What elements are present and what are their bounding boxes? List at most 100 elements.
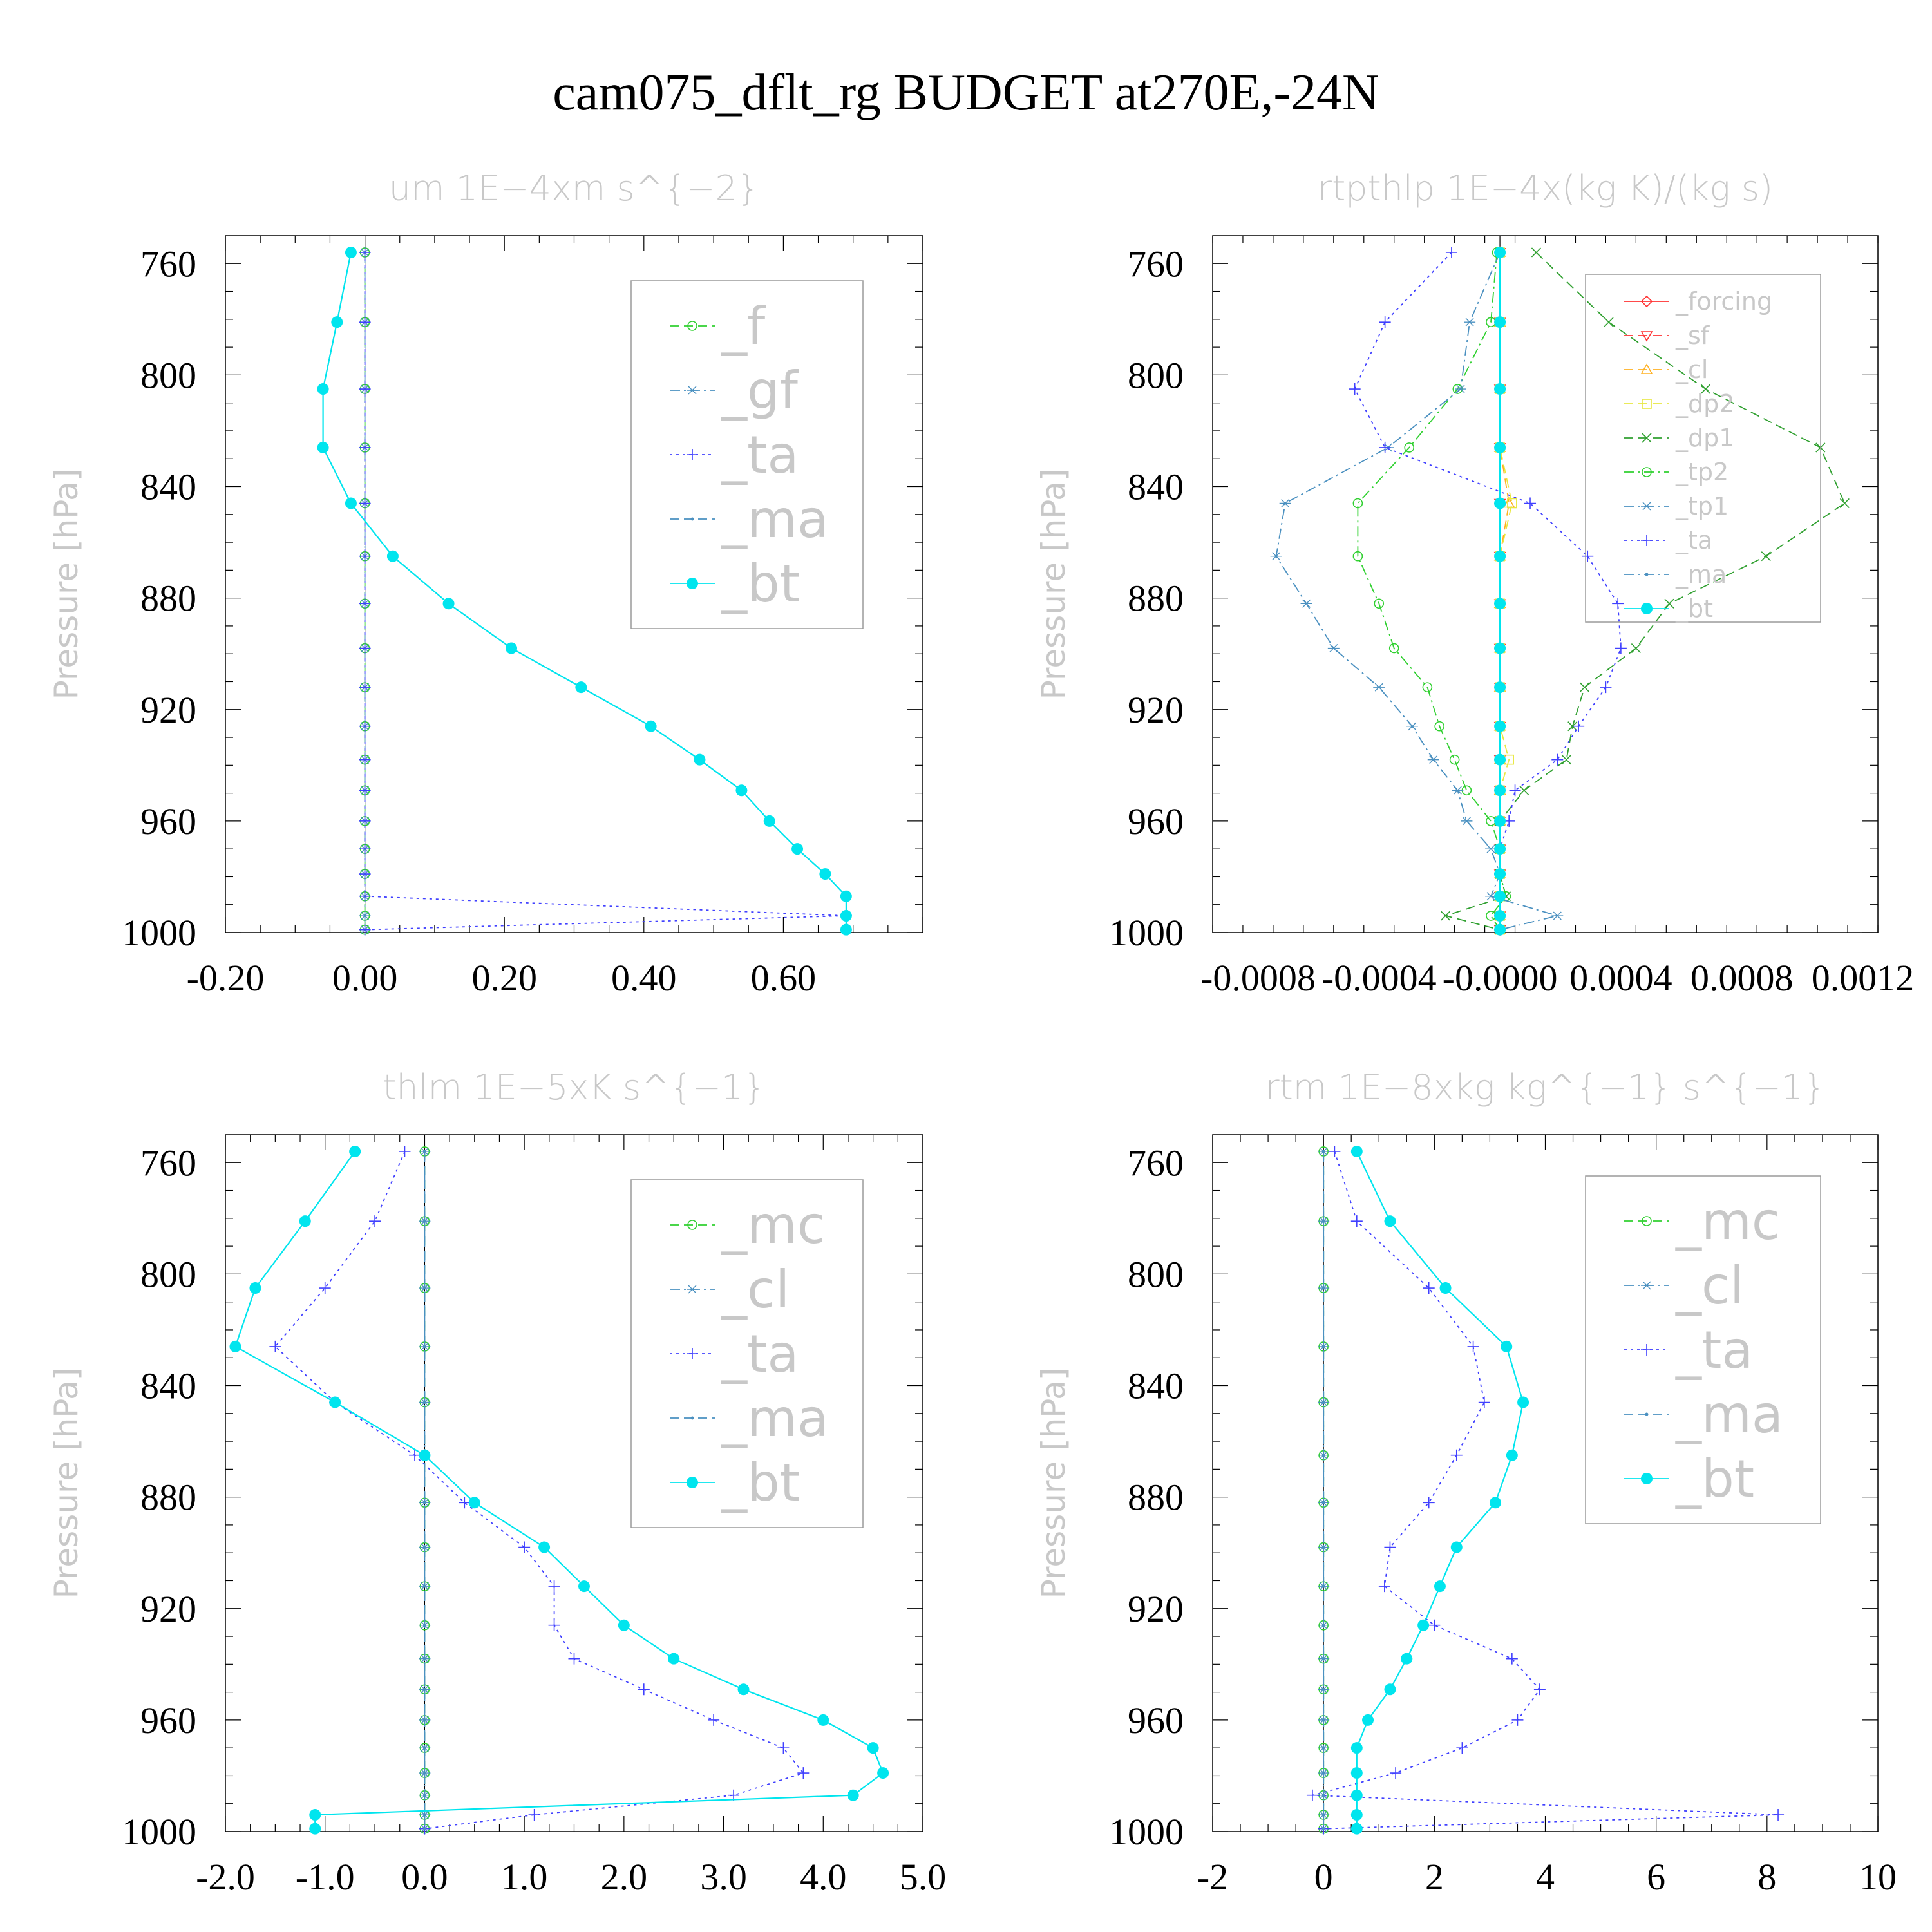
data-point [422, 1150, 426, 1153]
x-tick-label: 3.0 [700, 1856, 747, 1898]
series-line-dp1 [1443, 252, 1846, 931]
data-point [528, 1809, 540, 1821]
data-point [1772, 1809, 1785, 1821]
data-point [1494, 497, 1506, 509]
data-point [1700, 384, 1710, 394]
data-point [1494, 383, 1506, 395]
x-tick-label: 0.40 [611, 957, 677, 999]
data-point [1839, 498, 1850, 509]
data-point [345, 497, 357, 509]
chart-panel-1: um 1E−4xm s^{−2} Pressure [hPa] 760 800 840 8… [48, 168, 923, 999]
legend-marker [1642, 467, 1652, 477]
data-point [1321, 1501, 1325, 1504]
data-point [1349, 383, 1361, 395]
data-point [419, 1449, 431, 1461]
data-point [1373, 683, 1385, 692]
data-point [359, 497, 371, 509]
plot-frame [1212, 235, 1879, 933]
data-point [1494, 246, 1506, 258]
data-point [359, 911, 371, 920]
data-point [1379, 316, 1391, 328]
legend-marker [690, 517, 694, 521]
data-point [1478, 1396, 1490, 1408]
data-point [1456, 1742, 1468, 1754]
x-tick-label: -0.0000 [1443, 957, 1558, 999]
legend-label: _bt [1675, 594, 1713, 623]
x-tick-label: -0.20 [187, 957, 265, 999]
data-point [1321, 1813, 1325, 1817]
y-tick-label: 920 [1128, 689, 1184, 731]
data-point [359, 246, 371, 258]
y-tick-label: 760 [1128, 243, 1184, 285]
data-point [1604, 317, 1614, 327]
data-point [1494, 923, 1506, 936]
panels: um 1E−4xm s^{−2}Pressure [hPa]7608008408… [48, 168, 1914, 1898]
data-point [345, 246, 357, 258]
legend-box [630, 280, 864, 629]
y-tick-label: 960 [140, 800, 196, 842]
legend-label: _mc [1675, 1191, 1780, 1251]
chart-panel-4: rtm 1E−8xkg kg^{−1} s^{−1} Pressure [hPa]… [1035, 1067, 1897, 1898]
data-point [359, 681, 371, 694]
y-tick-label: 800 [140, 1253, 196, 1295]
data-point [1321, 1624, 1325, 1627]
legend-label: _forcing [1675, 287, 1772, 316]
data-point [359, 868, 371, 880]
data-point [422, 1771, 426, 1775]
legend-marker [1645, 1412, 1649, 1416]
data-point [847, 1789, 859, 1801]
data-point [249, 1282, 261, 1294]
y-tick-label: 760 [1128, 1142, 1184, 1184]
legend-box [1585, 274, 1821, 623]
data-point [1321, 1219, 1325, 1223]
data-point [1450, 1449, 1463, 1461]
data-point [1321, 1546, 1325, 1549]
x-tick-label: 0.0004 [1569, 957, 1672, 999]
series-line-tp2 [1357, 252, 1507, 931]
legend-marker [1645, 573, 1649, 576]
data-point [1567, 721, 1578, 732]
data-point [1461, 785, 1472, 796]
data-point [422, 1400, 426, 1404]
data-point [1494, 868, 1506, 880]
data-point [1450, 1541, 1463, 1553]
y-tick-label: 840 [140, 1365, 196, 1407]
x-tick-label: 0.20 [471, 957, 537, 999]
data-point [1300, 599, 1312, 608]
y-axis-label: Pressure [hPa] [48, 469, 85, 700]
data-point [548, 1619, 560, 1631]
data-point [1551, 753, 1564, 766]
data-point [1390, 1767, 1402, 1779]
legend-marker [1641, 502, 1653, 511]
data-point [422, 1219, 426, 1223]
data-point [668, 1653, 680, 1665]
data-point [1439, 1282, 1452, 1294]
data-point [359, 890, 371, 902]
data-point [708, 1714, 720, 1726]
legend-marker [1640, 331, 1653, 342]
data-point [737, 1683, 750, 1696]
data-point [1494, 441, 1506, 453]
data-point [1449, 754, 1460, 765]
data-point [1401, 1653, 1413, 1665]
data-point [1461, 817, 1473, 826]
data-point [1502, 497, 1515, 508]
data-point [317, 383, 329, 395]
data-point [763, 815, 775, 827]
data-point [422, 1687, 426, 1691]
legend-label: _ta [721, 1324, 799, 1384]
data-point [1362, 1714, 1374, 1726]
legend-marker [1640, 363, 1653, 374]
legend-box [630, 1179, 864, 1528]
data-point [538, 1541, 551, 1553]
y-tick-label: 760 [140, 243, 196, 285]
x-tick-label: 0.60 [751, 957, 817, 999]
legend-label: _tp2 [1675, 458, 1728, 486]
data-point [1352, 498, 1363, 509]
data-point [1321, 1746, 1325, 1750]
y-axis-label: Pressure [hPa] [1035, 1368, 1072, 1599]
x-tick-label: 0.00 [332, 957, 398, 999]
legend-marker [687, 1477, 698, 1488]
data-point [840, 910, 852, 922]
y-tick-label: 1000 [122, 1811, 196, 1853]
